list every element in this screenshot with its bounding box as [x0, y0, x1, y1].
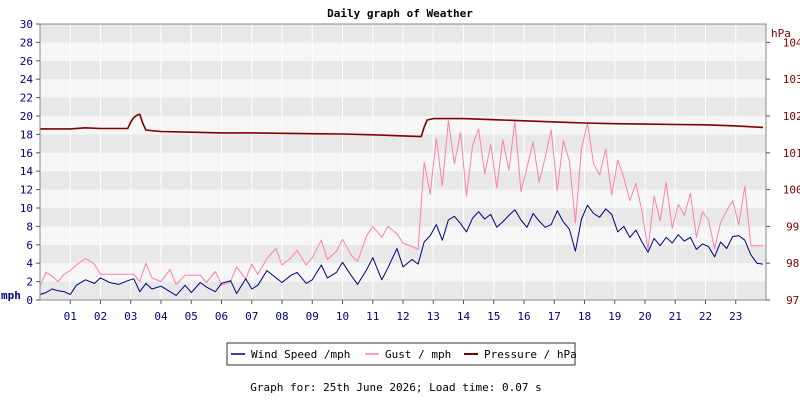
- right-axis-unit: hPa: [771, 27, 791, 40]
- left-tick-label: 28: [20, 36, 33, 49]
- left-tick-label: 4: [26, 257, 33, 270]
- legend: Wind Speed /mph Gust / mph Pressure / hP…: [226, 342, 577, 366]
- left-tick-label: 20: [20, 110, 33, 123]
- x-tick-label: 05: [185, 310, 198, 323]
- right-tick-label: 1030: [783, 73, 800, 86]
- left-tick-label: 2: [26, 276, 33, 289]
- x-tick-label: 16: [517, 310, 530, 323]
- left-tick-label: 30: [20, 18, 33, 31]
- left-tick-label: 8: [26, 220, 33, 233]
- left-tick-label: 10: [20, 202, 33, 215]
- pressure-line: [40, 113, 764, 138]
- x-tick-label: 11: [366, 310, 379, 323]
- x-tick-label: 20: [638, 310, 651, 323]
- x-tick-label: 21: [669, 310, 682, 323]
- x-tick-label: 15: [487, 310, 500, 323]
- left-tick-label: 14: [20, 165, 34, 178]
- x-tick-label: 02: [94, 310, 107, 323]
- legend-label-wind-speed: Wind Speed /mph: [251, 348, 350, 361]
- right-tick-label: 970: [786, 294, 800, 307]
- x-tick-label: 10: [336, 310, 349, 323]
- footer-text: Graph for: 25th June 2026; Load time: 0.…: [250, 381, 541, 394]
- left-tick-label: 12: [20, 184, 33, 197]
- legend-box: [226, 342, 576, 366]
- series-layer: [39, 113, 764, 296]
- legend-label-gust: Gust / mph: [385, 348, 451, 361]
- x-tick-label: 19: [608, 310, 621, 323]
- x-tick-label: 03: [124, 310, 137, 323]
- right-tick-label: 990: [786, 220, 800, 233]
- left-tick-label: 24: [20, 73, 34, 86]
- left-axis-unit: mph: [1, 289, 21, 302]
- x-tick-label: 23: [729, 310, 742, 323]
- x-tick-label: 13: [427, 310, 440, 323]
- x-tick-label: 12: [396, 310, 409, 323]
- left-tick-label: 22: [20, 92, 33, 105]
- x-tick-label: 17: [548, 310, 561, 323]
- x-tick-label: 04: [154, 310, 168, 323]
- legend-label-pressure: Pressure / hPa: [484, 348, 577, 361]
- left-tick-label: 0: [26, 294, 33, 307]
- right-tick-label: 1000: [783, 184, 800, 197]
- x-tick-label: 09: [306, 310, 319, 323]
- x-axis-ticks: 01 02 03 04 05 06 07 08 09 10 11 12 13 14 15 16 17 18 19 20…: [64, 300, 742, 323]
- chart-title: Daily graph of Weather: [327, 7, 473, 20]
- x-tick-label: 22: [699, 310, 712, 323]
- x-tick-label: 07: [245, 310, 258, 323]
- x-tick-label: 01: [64, 310, 77, 323]
- left-tick-label: 18: [20, 128, 33, 141]
- left-tick-label: 26: [20, 55, 33, 68]
- x-tick-label: 18: [578, 310, 591, 323]
- x-tick-label: 08: [275, 310, 288, 323]
- x-tick-label: 06: [215, 310, 228, 323]
- wind-speed-line: [39, 204, 764, 296]
- left-tick-label: 6: [26, 239, 33, 252]
- right-tick-label: 980: [786, 257, 800, 270]
- vertical-gridlines: [69, 24, 737, 300]
- right-tick-label: 1010: [783, 147, 800, 160]
- x-tick-label: 14: [457, 310, 471, 323]
- gust-line: [39, 120, 763, 287]
- left-tick-label: 16: [20, 147, 33, 160]
